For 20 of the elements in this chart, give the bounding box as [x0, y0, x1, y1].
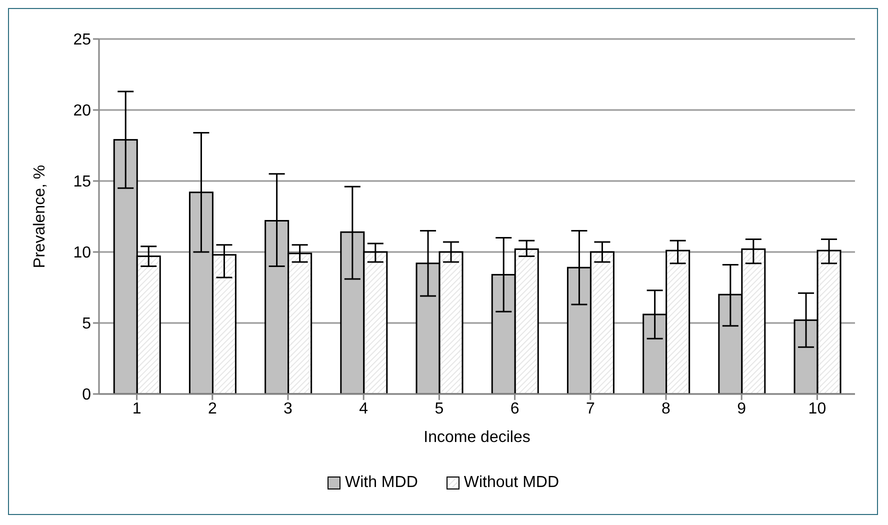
x-tick-label: 7 [586, 400, 595, 418]
y-tick-label: 15 [73, 174, 92, 191]
legend-label: Without MDD [464, 474, 559, 492]
y-tick-label: 5 [82, 316, 92, 333]
legend-label: With MDD [344, 474, 418, 492]
x-tick-label: 1 [132, 400, 142, 418]
x-tick-label: 8 [662, 400, 671, 418]
x-tick-label: 10 [808, 400, 826, 418]
x-tick-label: 4 [359, 400, 368, 418]
y-tick-label: 25 [73, 32, 92, 49]
y-tick-label: 10 [73, 244, 92, 262]
x-tick-label: 5 [434, 400, 444, 418]
y-tick-label: 20 [73, 102, 92, 120]
x-tick-label: 3 [284, 400, 293, 418]
x-tick-label: 2 [208, 400, 217, 418]
y-axis-title: Prevalence, % [32, 164, 49, 268]
x-tick-label: 9 [737, 400, 746, 418]
x-axis-title: Income deciles [424, 429, 530, 446]
x-tick-label: 6 [510, 400, 520, 418]
y-tick-label: 0 [82, 386, 92, 404]
